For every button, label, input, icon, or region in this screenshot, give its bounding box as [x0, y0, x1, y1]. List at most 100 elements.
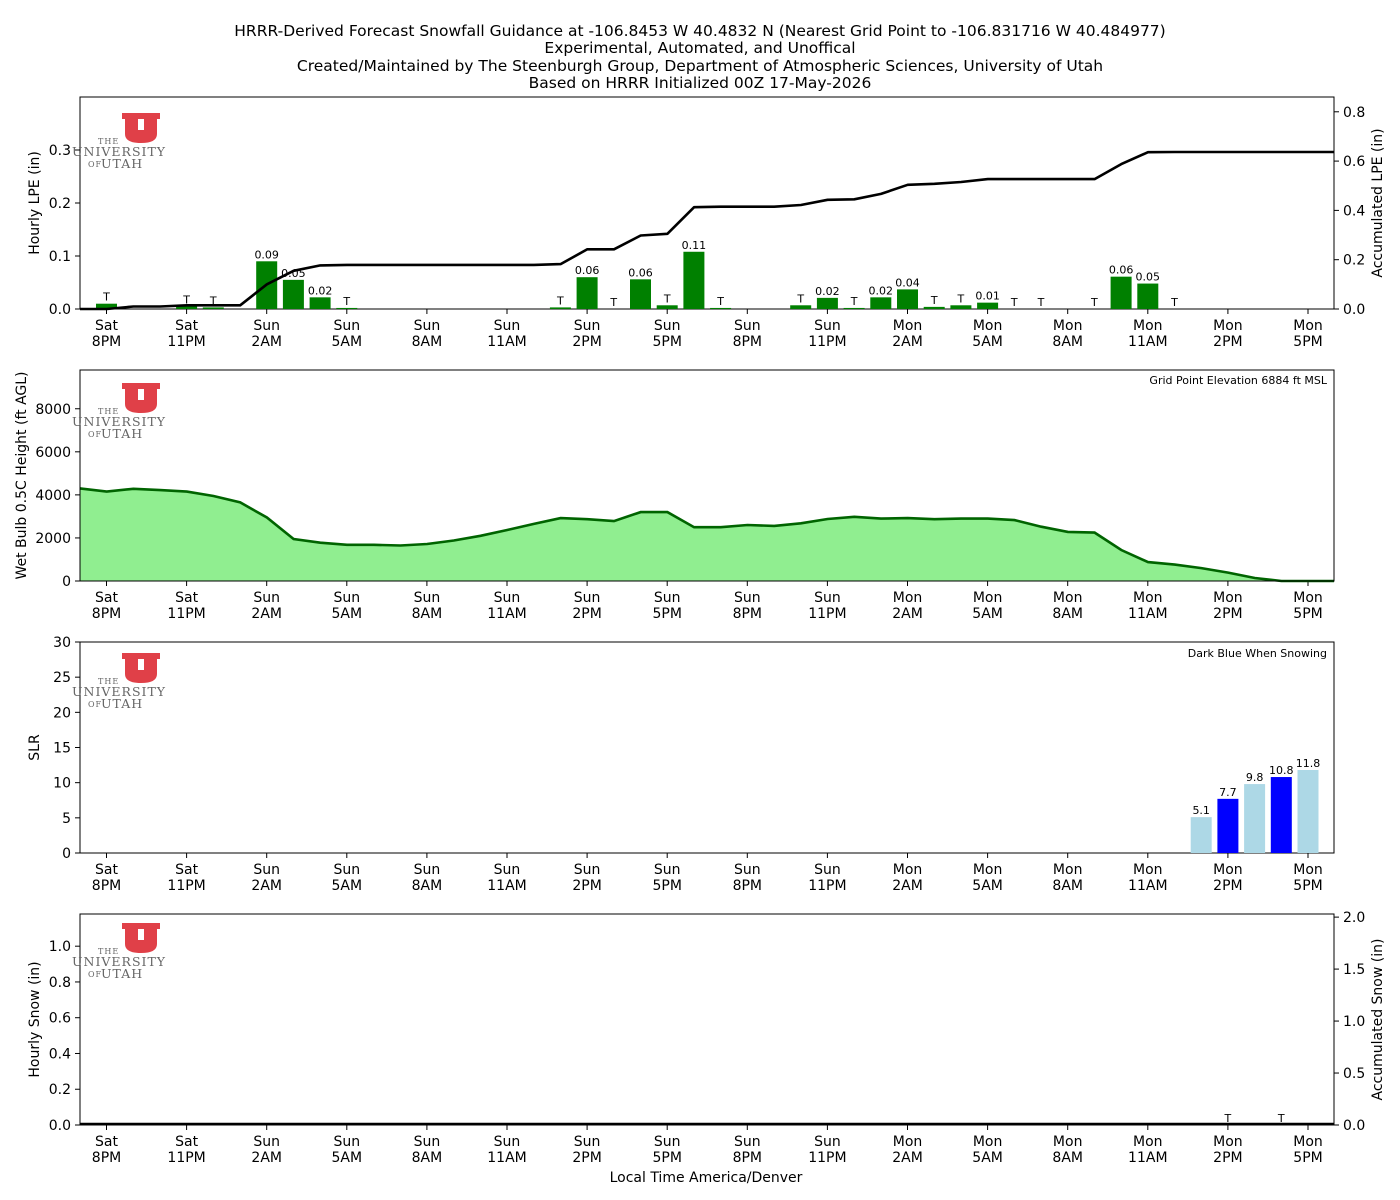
lpe-bar-label: T	[850, 295, 858, 308]
y-right-tick-label: 1.0	[1343, 1014, 1365, 1030]
logo-the: THE	[98, 407, 119, 416]
x-tick-label: Sun	[333, 590, 360, 606]
x-tick-label: Sun	[253, 862, 280, 878]
y-tick-label: 5	[62, 811, 71, 827]
x-tick-label: 11AM	[1128, 334, 1167, 350]
x-tick-label: Mon	[893, 1134, 923, 1150]
title-line-3: Created/Maintained by The Steenburgh Gro…	[297, 57, 1103, 75]
lpe-bar	[950, 305, 972, 309]
logo-of: OF	[88, 160, 102, 169]
lpe-bar-label: T	[930, 294, 938, 307]
x-tick-label: 8AM	[1052, 878, 1083, 894]
lpe-bar	[336, 307, 358, 309]
x-tick-label: 8PM	[733, 878, 762, 894]
lpe-bar-label: 0.02	[815, 285, 840, 298]
lpe-bar	[870, 297, 892, 309]
x-tick-label: 11AM	[487, 1150, 526, 1166]
slr-bar	[1244, 784, 1266, 853]
x-tick-label: 2PM	[572, 1150, 601, 1166]
x-tick-label: 8AM	[412, 1150, 443, 1166]
slr-bar	[1270, 777, 1292, 853]
y-tick-label: 6000	[35, 445, 71, 461]
snow-bar-label: T	[1277, 1112, 1285, 1125]
x-tick-label: 11AM	[1128, 606, 1167, 622]
lpe-bar	[897, 289, 918, 309]
x-tick-label: 8AM	[1052, 1150, 1083, 1166]
x-tick-label: Mon	[1293, 318, 1323, 334]
x-tick-label: Sun	[494, 318, 521, 334]
slr-bar-label: 9.8	[1246, 771, 1264, 784]
x-tick-label: Mon	[1293, 590, 1323, 606]
y-tick-label: 0.8	[49, 975, 71, 991]
logo-university: UNIVERSITY	[72, 414, 166, 429]
x-tick-label: Sun	[574, 862, 601, 878]
y-right-axis-label: Accumulated LPE (in)	[1370, 128, 1386, 277]
y-tick-label: 0	[62, 846, 71, 862]
x-tick-label: Mon	[1133, 318, 1163, 334]
lpe-bar	[176, 306, 198, 309]
y-tick-label: 0.6	[49, 1011, 71, 1027]
x-tick-label: Sun	[494, 1134, 521, 1150]
x-tick-label: Mon	[893, 318, 923, 334]
logo-university: UNIVERSITY	[72, 954, 166, 969]
x-tick-label: 2PM	[1213, 1150, 1242, 1166]
y-tick-label: 25	[53, 670, 71, 686]
lpe-bar-label: T	[796, 292, 804, 305]
y-axis-label: Hourly Snow (in)	[27, 961, 43, 1077]
logo-the: THE	[98, 137, 119, 146]
lpe-bar-label: 0.05	[1136, 271, 1161, 284]
lpe-bar	[816, 297, 838, 309]
x-tick-label: 8AM	[412, 606, 443, 622]
lpe-bar-label: T	[102, 291, 110, 304]
lpe-bar-label: 0.04	[895, 276, 920, 289]
x-tick-label: Mon	[1213, 1134, 1243, 1150]
x-tick-label: 11PM	[808, 334, 846, 350]
lpe-bar-label: T	[1170, 296, 1178, 309]
x-tick-label: 11PM	[167, 606, 205, 622]
x-tick-label: 2AM	[251, 878, 282, 894]
lpe-bar-label: T	[182, 293, 190, 306]
slr-bar	[1297, 770, 1319, 853]
lpe-bar	[282, 279, 304, 309]
x-tick-label: Mon	[973, 862, 1003, 878]
y-tick-label: 0.2	[49, 196, 71, 212]
x-tick-label: Mon	[1293, 1134, 1323, 1150]
x-tick-label: 8AM	[1052, 334, 1083, 350]
lpe-bar	[96, 303, 117, 309]
y-right-tick-label: 0.5	[1343, 1066, 1365, 1082]
x-tick-label: 2PM	[1213, 334, 1242, 350]
x-tick-label: 5AM	[972, 878, 1003, 894]
lpe-bar-label: T	[342, 295, 350, 308]
y-axis-label: Wet Bulb 0.5C Height (ft AGL)	[14, 371, 30, 579]
x-tick-label: 2AM	[251, 1150, 282, 1166]
lpe-bar-label: 0.11	[682, 239, 707, 252]
x-tick-label: Sat	[175, 318, 198, 334]
panel-4: Sat8PMSat11PMSun2AMSun5AMSun8AMSun11AMSu…	[27, 910, 1386, 1166]
lpe-bar-label: 0.06	[575, 264, 600, 277]
x-tick-label: 8PM	[92, 334, 121, 350]
snowing-annotation: Dark Blue When Snowing	[1188, 647, 1327, 660]
utah-u-icon	[122, 383, 160, 413]
x-tick-label: 2PM	[572, 878, 601, 894]
x-tick-label: 5AM	[332, 1150, 363, 1166]
x-axis-label: Local Time America/Denver	[610, 1170, 803, 1186]
utah-u-icon	[122, 653, 160, 683]
x-tick-label: 5AM	[332, 334, 363, 350]
x-tick-label: Mon	[1053, 1134, 1083, 1150]
x-tick-label: Sun	[253, 1134, 280, 1150]
panel-1: Sat8PMSat11PMSun2AMSun5AMSun8AMSun11AMSu…	[27, 96, 1386, 350]
y-tick-label: 0.2	[49, 1082, 71, 1098]
x-tick-label: 5PM	[1293, 878, 1322, 894]
x-tick-label: Sun	[333, 318, 360, 334]
x-tick-label: 5AM	[332, 606, 363, 622]
y-tick-label: 0.0	[49, 1118, 71, 1134]
x-tick-label: 2AM	[251, 334, 282, 350]
x-tick-label: 8PM	[733, 334, 762, 350]
lpe-bar	[1110, 276, 1132, 309]
x-tick-label: Sun	[414, 1134, 441, 1150]
y-axis-label: SLR	[27, 734, 43, 761]
x-tick-label: Mon	[1053, 862, 1083, 878]
y-tick-label: 0	[62, 574, 71, 590]
slr-bar-label: 7.7	[1219, 786, 1237, 799]
figure-title: HRRR-Derived Forecast Snowfall Guidance …	[234, 22, 1165, 92]
